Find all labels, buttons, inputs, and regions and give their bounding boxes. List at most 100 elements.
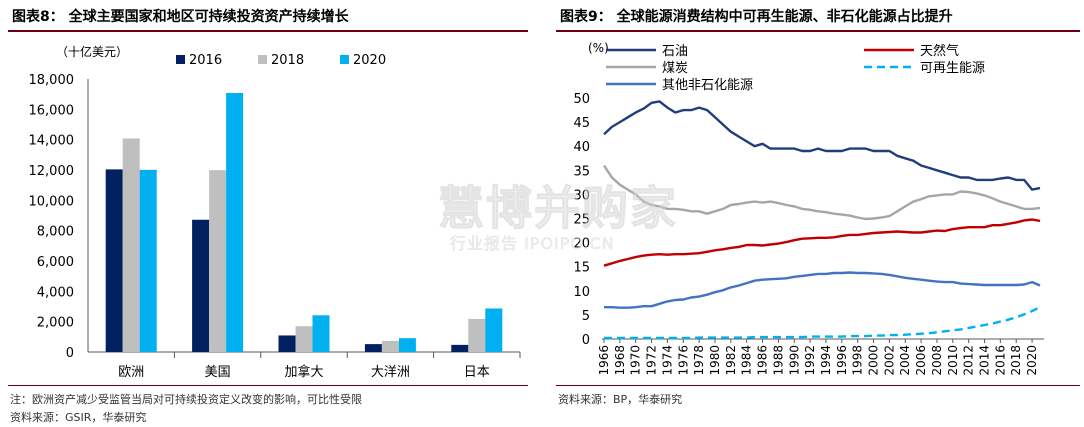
- right-source: 资料来源：BP，华泰研究: [558, 393, 683, 406]
- y-tick-label: 0: [582, 333, 590, 348]
- bar-2020-0: [139, 169, 157, 352]
- bar-chart: （十亿美元） 0 2,000 4,000 6,000 8,000 10,000 12,000 1…: [29, 44, 521, 380]
- legend-swatch-2018: [258, 55, 267, 64]
- legend-swatch-2020: [340, 55, 349, 64]
- bar-2018-3: [381, 340, 399, 352]
- x-tick-label: 1996: [835, 345, 849, 376]
- x-tick-label: 1968: [613, 345, 627, 376]
- bar-2018-0: [122, 138, 140, 352]
- y-tick-label: 30: [573, 188, 590, 203]
- right-chart-panel: 图表9： 全球能源消费结构中可再生能源、非石化能源占比提升 (%) 0 5 10 15 2…: [548, 0, 1084, 427]
- x-tick-label: 1978: [692, 345, 706, 376]
- bar-2018-4: [468, 318, 486, 352]
- x-tick-label: 2018: [1009, 345, 1023, 376]
- bar-2018-2: [295, 326, 313, 352]
- x-tick-label: 1994: [819, 345, 833, 376]
- x-tick-label: 1982: [724, 345, 738, 376]
- y-tick-label: 16,000: [29, 103, 75, 118]
- x-tick-label: 欧洲: [118, 365, 144, 380]
- legend-label-2020: 2020: [353, 53, 386, 68]
- x-tick-label: 1970: [629, 345, 643, 376]
- legend-label-天然气: 天然气: [920, 43, 959, 59]
- legend-label-可再生能源: 可再生能源: [920, 61, 985, 76]
- y-tick-label: 10,000: [29, 194, 75, 209]
- series-line-石油: [603, 100, 1041, 191]
- y-tick-label: 0: [66, 346, 74, 361]
- legend-label-其他非石化能源: 其他非石化能源: [662, 78, 753, 93]
- bar-2018-1: [209, 170, 227, 352]
- bar-2016-4: [451, 344, 469, 352]
- bar-2016-0: [105, 169, 123, 352]
- x-tick-label: 大洋洲: [371, 365, 410, 380]
- x-tick-label: 1986: [756, 345, 770, 376]
- series-line-煤炭: [602, 164, 1041, 221]
- x-tick-label: 1974: [660, 345, 674, 376]
- x-tick-label: 1976: [676, 345, 690, 376]
- series-line-其他非石化能源: [604, 271, 1041, 309]
- series-line-可再生能源: [604, 306, 1041, 340]
- y-tick-label: 5: [582, 309, 590, 324]
- x-tick-label: 1988: [771, 345, 785, 376]
- left-chart-panel: 图表8： 全球主要国家和地区可持续投资资产持续增长 （十亿美元） 0 2,000 4,…: [0, 0, 532, 427]
- bar-2020-4: [485, 308, 503, 352]
- x-tick-label: 2014: [978, 345, 992, 376]
- right-chart-title: 图表9： 全球能源消费结构中可再生能源、非石化能源占比提升: [560, 9, 953, 25]
- y-tick-label: 40: [573, 140, 590, 155]
- right-title-rule: [556, 30, 1080, 32]
- y-tick-label: 14,000: [29, 134, 75, 149]
- legend-label-煤炭: 煤炭: [662, 61, 688, 76]
- legend-label-石油: 石油: [662, 44, 688, 59]
- y-tick-label: 4,000: [37, 285, 74, 300]
- y-tick-label: 6,000: [37, 255, 74, 270]
- line-unit-label: (%): [588, 41, 609, 55]
- x-tick-label: 2010: [946, 345, 960, 376]
- legend-label-2016: 2016: [189, 53, 222, 68]
- bar-unit-label: （十亿美元）: [56, 44, 128, 59]
- x-tick-label: 2016: [993, 345, 1007, 376]
- y-tick-label: 12,000: [29, 164, 75, 179]
- bar-2020-2: [312, 315, 330, 352]
- y-tick-label: 8,000: [37, 225, 74, 240]
- x-tick-label: 2020: [1025, 345, 1039, 376]
- x-tick-label: 1980: [708, 345, 722, 376]
- y-tick-label: 20: [573, 237, 590, 252]
- left-bottom-rule: [8, 385, 528, 386]
- left-source: 资料来源：GSIR，华泰研究: [10, 411, 147, 424]
- x-tick-label: 1984: [740, 345, 754, 376]
- x-tick-label: 2004: [898, 345, 912, 376]
- x-tick-label: 美国: [205, 365, 231, 380]
- x-tick-label: 1998: [851, 345, 865, 376]
- x-tick-label: 2006: [914, 345, 928, 376]
- bar-2020-3: [398, 338, 416, 352]
- x-tick-label: 2012: [962, 345, 976, 376]
- x-tick-label: 2002: [882, 345, 896, 376]
- x-tick-label: 1992: [803, 345, 817, 376]
- y-tick-label: 2,000: [37, 316, 74, 331]
- y-tick-label: 15: [573, 261, 590, 276]
- x-tick-label: 1990: [787, 345, 801, 376]
- y-tick-label: 25: [573, 213, 590, 228]
- series-line-天然气: [603, 218, 1041, 267]
- y-tick-label: 10: [573, 285, 590, 300]
- left-title-rule: [8, 30, 528, 32]
- left-chart-title: 图表8： 全球主要国家和地区可持续投资资产持续增长: [12, 9, 349, 25]
- bar-2016-1: [192, 219, 210, 352]
- x-tick-label: 1972: [645, 345, 659, 376]
- legend-swatch-2016: [176, 55, 185, 64]
- bar-2016-3: [364, 344, 382, 352]
- x-tick-label: 2000: [867, 345, 881, 376]
- left-note: 注：欧洲资产减少受监管当局对可持续投资定义改变的影响，可比性受限: [10, 393, 362, 406]
- y-tick-label: 45: [573, 116, 590, 131]
- y-tick-label: 50: [573, 92, 590, 107]
- right-bottom-rule: [556, 385, 1080, 386]
- legend-label-2018: 2018: [271, 53, 304, 68]
- bar-2016-2: [278, 335, 296, 352]
- y-tick-label: 35: [573, 164, 590, 179]
- x-tick-label: 日本: [464, 365, 490, 380]
- x-tick-label: 加拿大: [284, 364, 323, 380]
- x-tick-label: 1966: [597, 345, 611, 376]
- y-tick-label: 18,000: [29, 73, 75, 88]
- bar-2020-1: [226, 92, 244, 352]
- x-tick-label: 2008: [930, 345, 944, 376]
